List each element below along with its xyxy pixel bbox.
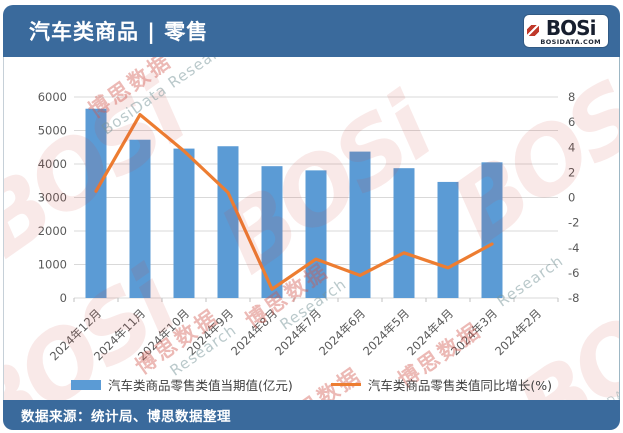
line-series-label: 汽车类商品零售类值同比增长(%) (367, 378, 552, 393)
bar (85, 108, 107, 298)
bar (173, 148, 195, 298)
retail-combo-chart: 0 1000 2000 3000 4000 5000 6000 -8 -6 -4 -2 0 2 4 6 8 20… (38, 90, 580, 363)
bar (305, 170, 327, 298)
bar (481, 162, 503, 298)
x-axis-label: 2024年2月 (492, 306, 544, 358)
bar-series-label: 汽车类商品零售类值当期值(亿元) (108, 378, 293, 393)
x-axis-label: 2024年4月 (404, 306, 456, 358)
bar (217, 146, 239, 298)
y-axis-label-left: 4000 (38, 157, 67, 171)
brand-logo-text: BOSi (545, 15, 597, 40)
page-title: 汽车类商品 | 零售 (29, 20, 209, 44)
y-axis-label-right: -2 (568, 216, 579, 230)
legend-item-line-series: 汽车类商品零售类值同比增长(%) (330, 375, 552, 394)
header-bar: 汽车类商品 | 零售 BOSi BOSIDATA.COM (3, 5, 620, 57)
x-axis-label: 2024年6月 (316, 306, 368, 358)
data-source: 数据来源：统计局、博思数据整理 (21, 409, 231, 425)
chart-legend: 汽车类商品零售类值当期值(亿元) 汽车类商品零售类值同比增长(%) (4, 375, 619, 394)
legend-item-bar-series: 汽车类商品零售类值当期值(亿元) (71, 375, 293, 394)
y-axis-label-right: 2 (568, 165, 575, 179)
line-series-swatch (330, 383, 361, 386)
y-axis-label-right: 0 (568, 191, 575, 205)
y-axis-label-right: 8 (568, 90, 575, 104)
y-axis-label-right: 4 (568, 140, 575, 154)
y-axis-label-right: -8 (568, 291, 579, 305)
bar-series-swatch (71, 379, 102, 390)
bar (349, 151, 371, 298)
bar (129, 139, 151, 298)
x-axis-label: 2024年7月 (272, 306, 324, 358)
y-axis-label-left: 6000 (38, 90, 67, 104)
trend-line (94, 112, 494, 291)
bar (261, 166, 283, 298)
x-axis-label: 2024年8月 (228, 306, 280, 358)
bar (437, 181, 459, 298)
y-axis-label-left: 3000 (38, 191, 67, 205)
brand-logo: BOSi BOSIDATA.COM (524, 14, 608, 48)
y-axis-label-right: -6 (568, 266, 579, 280)
logo-stripes-icon (527, 25, 540, 37)
y-axis-label-left: 5000 (38, 124, 67, 138)
brand-logo-site: BOSIDATA.COM (540, 37, 601, 46)
x-axis-label: 2024年5月 (360, 306, 412, 358)
bar (393, 168, 415, 298)
y-axis-label-left: 2000 (38, 224, 67, 238)
x-axis-label: 2024年3月 (448, 306, 500, 358)
y-axis-label-left: 0 (60, 291, 67, 305)
footer-bar: 数据来源：统计局、博思数据整理 (3, 400, 620, 430)
y-axis-label-right: -4 (568, 241, 579, 255)
x-axis-label: 2024年9月 (184, 306, 236, 358)
chart-panel: BOSi BOSi BOSi BOSi BOSi BOSIDATA.COM 博思… (3, 57, 620, 400)
y-axis-label-right: 6 (568, 115, 575, 129)
y-axis-label-left: 1000 (38, 258, 67, 272)
